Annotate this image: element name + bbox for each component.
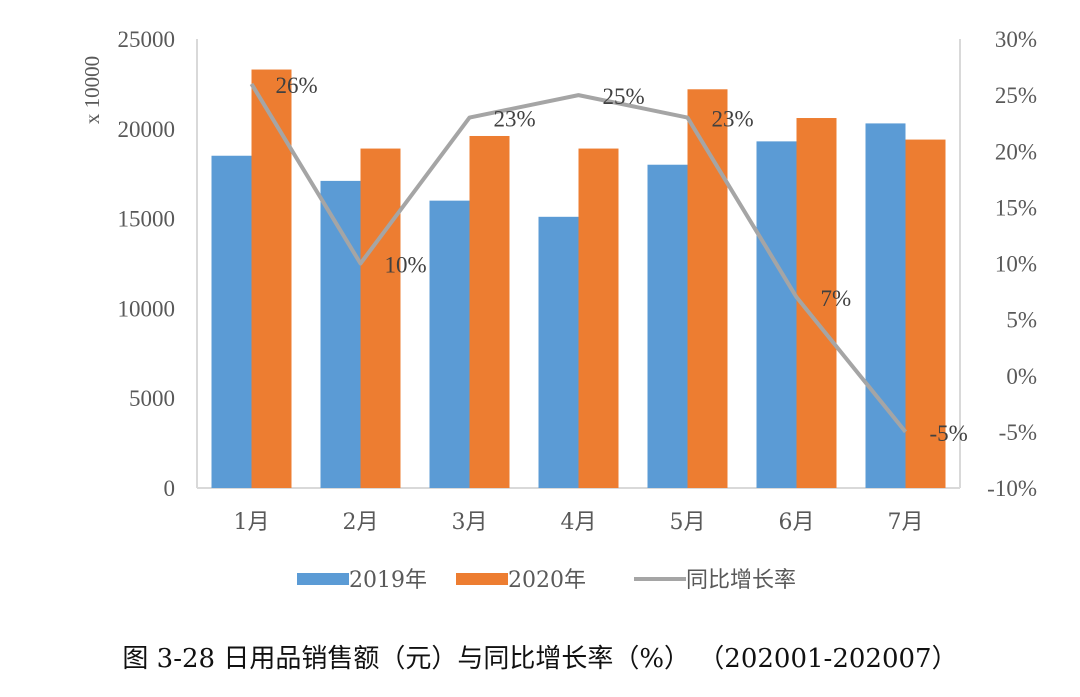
growth-data-label: 7%	[821, 286, 852, 311]
bar-2020	[905, 139, 946, 489]
right-tick-label: 30%	[995, 27, 1037, 52]
bar-2020	[469, 135, 510, 488]
category-label: 4月	[561, 510, 597, 535]
bar-2020	[687, 89, 728, 489]
combo-chart: x 10000 0 5000 10000 15000 20000 25000 -10% -5…	[80, 27, 1037, 593]
bar-2020	[251, 69, 292, 489]
growth-rate-line	[249, 82, 908, 434]
figure-caption: 图 3-28 日用品销售额（元）与同比增长率（%） （202001-202007…	[122, 644, 958, 674]
growth-data-label: 26%	[276, 73, 318, 98]
category-label: 5月	[670, 510, 706, 535]
category-label: 7月	[888, 510, 924, 535]
growth-data-label: -5%	[930, 421, 968, 446]
bar-2019	[865, 123, 906, 489]
left-tick-label: 10000	[118, 296, 176, 321]
bar-2020	[360, 148, 401, 488]
bar-2019	[647, 164, 688, 488]
left-tick-label: 0	[164, 476, 176, 501]
right-tick-label: 10%	[995, 252, 1037, 277]
right-tick-label: -5%	[999, 420, 1037, 445]
right-tick-label: 5%	[1006, 308, 1037, 333]
left-tick-label: 20000	[118, 117, 176, 142]
category-label: 6月	[779, 510, 815, 535]
legend-swatch	[297, 573, 349, 585]
right-tick-label: 25%	[995, 83, 1037, 108]
bar-2019	[211, 155, 252, 489]
legend-label: 2020年	[508, 568, 586, 593]
bars	[211, 69, 946, 489]
growth-data-label: 10%	[385, 253, 427, 278]
legend: 2019年 2020年 同比增长率	[297, 568, 796, 593]
category-label: 2月	[343, 510, 379, 535]
legend-swatch	[456, 573, 508, 585]
left-axis-ticks: 0 5000 10000 15000 20000 25000	[118, 27, 176, 501]
legend-label: 2019年	[349, 568, 427, 593]
right-tick-label: 20%	[995, 139, 1037, 164]
legend-label: 同比增长率	[686, 568, 796, 593]
bar-2019	[756, 141, 797, 488]
right-tick-label: 0%	[1006, 364, 1037, 389]
left-tick-label: 15000	[118, 207, 176, 232]
bar-2019	[429, 200, 470, 488]
left-axis-title: x 10000	[80, 56, 104, 124]
bar-2019	[538, 216, 579, 488]
category-label: 1月	[234, 510, 270, 535]
right-axis-ticks: -10% -5% 0% 5% 10% 15% 20% 25% 30%	[987, 27, 1037, 501]
right-tick-label: 15%	[995, 195, 1037, 220]
left-tick-label: 25000	[118, 27, 176, 52]
growth-data-label: 25%	[603, 84, 645, 109]
right-tick-label: -10%	[987, 476, 1037, 501]
growth-data-label: 23%	[712, 107, 754, 132]
growth-data-label: 23%	[494, 107, 536, 132]
bar-2020	[578, 148, 619, 488]
category-label: 3月	[452, 510, 488, 535]
category-labels: 1月 2月 3月 4月 5月 6月 7月	[234, 510, 924, 535]
left-tick-label: 5000	[129, 386, 175, 411]
growth-line-layer: 26% 10% 23% 25% 23% 7% -5%	[249, 73, 968, 446]
